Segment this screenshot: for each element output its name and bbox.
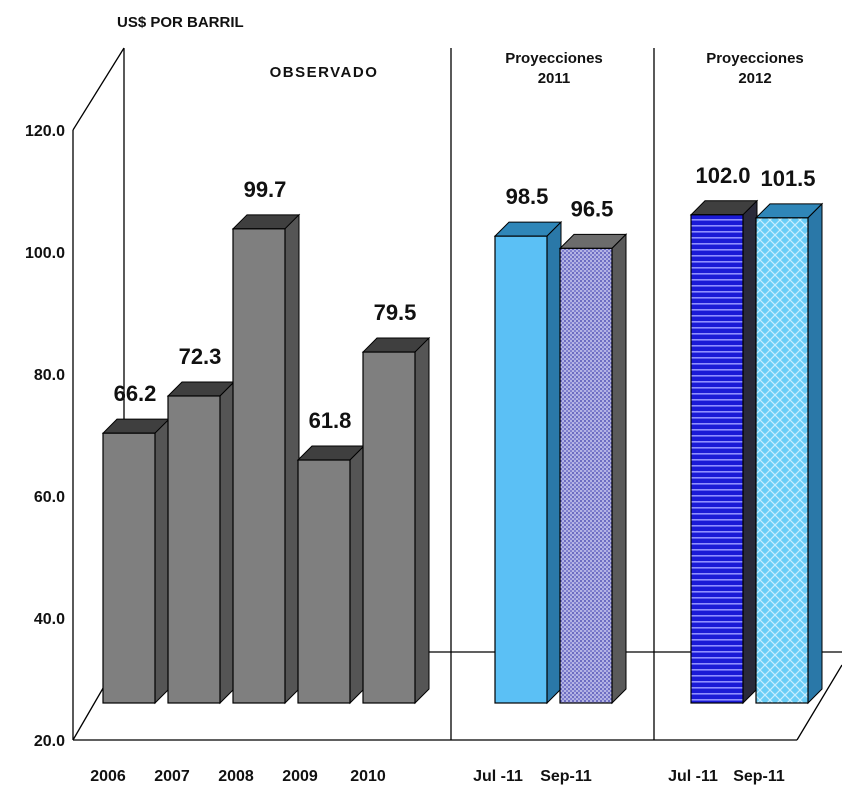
y-tick-label: 20.0 [34,733,65,750]
bar [296,444,366,705]
bar-value-label: 66.2 [114,381,157,406]
bar-side-face [414,336,430,705]
bar [689,199,759,705]
group-header: Proyecciones 2011 [505,50,603,87]
bar-value-label: 61.8 [309,408,352,433]
y-tick-label: 40.0 [34,611,65,628]
bar-value-label: 101.5 [760,166,815,191]
category-labels: 2006 2007 2008 2009 2010 Jul -11 Sep-11 Jul -11… [90,768,785,785]
category-label: 2006 [90,768,126,785]
category-label: 2009 [282,768,318,785]
y-tick-label: 120.0 [25,123,65,140]
category-label: Sep-11 [733,768,785,785]
bar-side-face [154,417,170,705]
bar-front-face [690,214,744,704]
bar-side-face [219,380,235,705]
bar-side-face [349,444,365,705]
bar-value-label: 102.0 [695,163,750,188]
bar-value-label: 72.3 [179,344,222,369]
bar-side-face [742,199,758,705]
y-tick-label: 100.0 [25,245,65,262]
bar-front-face [559,247,613,704]
category-label: 2010 [350,768,386,785]
floor-right-edge [796,664,842,741]
bar-value-label: 79.5 [374,300,417,325]
bar-side-face [807,202,823,705]
y-tick-labels: 20.0 40.0 60.0 80.0 100.0 120.0 [25,123,65,750]
bar-front-face [232,228,286,704]
bar-value-label: 98.5 [506,184,549,209]
category-label: Sep-11 [540,768,592,785]
bar-value-label: 99.7 [244,177,287,202]
bars [101,199,824,705]
bar-front-face [494,235,548,704]
bar-front-face [362,351,416,704]
bar-front-face [167,395,221,704]
bar [101,417,171,705]
y-axis-title: US$ POR BARRIL [117,14,244,31]
bar [166,380,236,705]
category-label: 2008 [218,768,254,785]
bar-side-face [284,213,300,705]
bar-front-face [297,459,351,704]
category-label: Jul -11 [473,768,523,785]
bar [558,233,628,705]
y-tick-label: 60.0 [34,489,65,506]
category-label: 2007 [154,768,190,785]
group-header: Proyecciones 2012 [706,50,804,87]
bar [361,336,431,705]
bar-front-face [102,432,156,704]
bar [493,220,563,705]
group-headers: OBSERVADO Proyecciones 2011 Proyecciones 201… [270,50,804,87]
group-header: OBSERVADO [270,64,379,81]
bar-side-face [611,233,627,705]
y-tick-label: 80.0 [34,367,65,384]
bar-side-face [546,220,562,705]
depth-axis-top [72,47,125,131]
bar [231,213,301,705]
bar-front-face [755,217,809,704]
bar-value-label: 96.5 [571,196,614,221]
category-label: Jul -11 [668,768,718,785]
value-labels: 66.2 72.3 99.7 61.8 79.5 98.5 96.5 102.0 101.5 [114,163,816,433]
bar [754,202,824,705]
